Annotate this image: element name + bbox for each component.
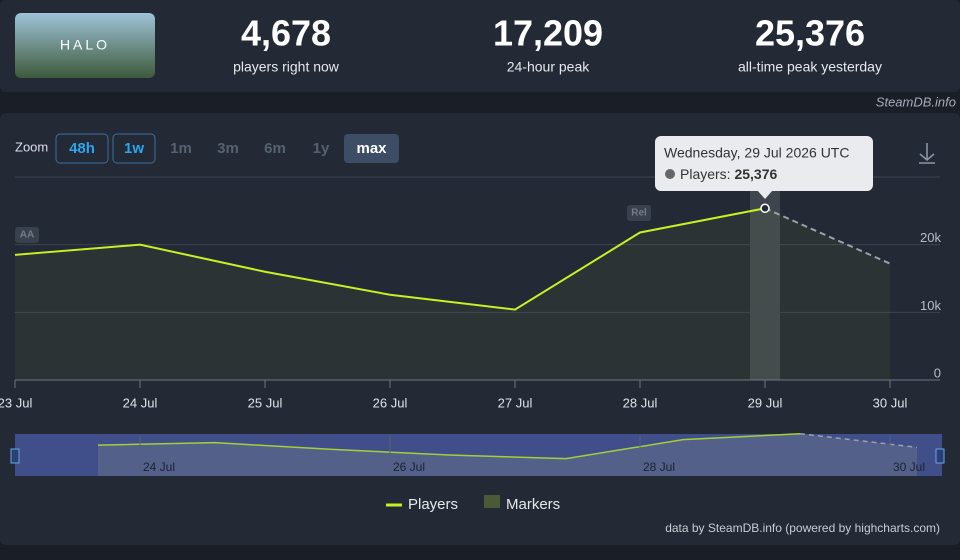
zoom-button-label[interactable]: max — [356, 140, 387, 157]
marker-flag — [15, 227, 39, 243]
tooltip-value: 25,376 — [734, 166, 777, 182]
y-tick-label: 20k — [920, 230, 941, 245]
zoom-button-label[interactable]: 48h — [69, 140, 95, 157]
series-line-partial — [764, 207, 891, 265]
nav-label: 26 Jul — [393, 460, 425, 474]
x-tick-label: 26 Jul — [373, 395, 408, 410]
marker-flag — [627, 205, 651, 221]
y-tick-label: 10k — [920, 298, 941, 313]
tooltip-dot — [665, 169, 675, 179]
legend-label[interactable]: Markers — [506, 496, 560, 513]
area — [15, 208, 890, 380]
nav-label: 30 Jul — [893, 460, 925, 474]
nav-line — [97, 432, 801, 460]
x-tick-label: 27 Jul — [498, 395, 533, 410]
x-tick-label: 29 Jul — [748, 395, 783, 410]
tooltip-title: Wednesday, 29 Jul 2026 UTC — [664, 145, 849, 161]
legend-flag — [484, 495, 500, 508]
y-tick-label: 0 — [934, 365, 941, 380]
zoom-button[interactable] — [166, 134, 196, 163]
x-tick-label: 28 Jul — [623, 395, 658, 410]
nav-area — [98, 433, 917, 476]
zoom-button-label[interactable]: 1m — [170, 140, 192, 157]
x-tick-label: 30 Jul — [873, 395, 908, 410]
credits: data by SteamDB.info (powered by highcha… — [665, 521, 940, 535]
tooltip-series: Players: — [680, 166, 731, 182]
stat-value: 25,376 — [755, 13, 865, 54]
header-panel — [0, 0, 960, 92]
nav-label: 24 Jul — [143, 460, 175, 474]
nav-line-partial — [799, 432, 918, 449]
zoom-button-label[interactable]: 1w — [124, 140, 144, 157]
marker-label: Rel — [631, 208, 647, 219]
watermark: SteamDB.info — [876, 94, 956, 109]
zoom-button[interactable] — [344, 134, 399, 163]
zoom-button-label[interactable]: 3m — [217, 140, 239, 157]
nav-handle-right[interactable] — [935, 448, 945, 464]
navigator[interactable] — [15, 434, 942, 476]
zoom-button[interactable] — [309, 134, 333, 163]
zoom-button[interactable] — [213, 134, 243, 163]
stat-label: all-time peak yesterday — [738, 59, 882, 75]
thumbnail — [15, 13, 155, 78]
stat-value: 4,678 — [241, 13, 331, 54]
zoom-button[interactable] — [112, 133, 156, 164]
x-tick-label: 25 Jul — [248, 395, 283, 410]
tooltip — [655, 136, 873, 191]
zoom-button[interactable] — [260, 134, 290, 163]
hover-point — [760, 203, 770, 214]
thumbnail-text: HALO — [60, 37, 110, 53]
tooltip-label: Players: 25,376 — [680, 166, 778, 182]
zoom-button-label[interactable]: 1y — [313, 140, 330, 157]
nav-handle-left[interactable] — [10, 448, 20, 464]
stat-label: players right now — [233, 59, 340, 75]
stat-value: 17,209 — [493, 13, 603, 54]
zoom-label: Zoom — [15, 139, 48, 154]
x-tick-label: 24 Jul — [123, 395, 158, 410]
tooltip-arrow — [757, 190, 773, 199]
nav-label: 28 Jul — [643, 460, 675, 474]
stat-label: 24-hour peak — [507, 59, 591, 75]
series-line — [14, 207, 766, 311]
legend-label[interactable]: Players — [408, 496, 458, 513]
marker-label: AA — [20, 230, 34, 241]
x-tick-label: 23 Jul — [0, 395, 32, 410]
zoom-button[interactable] — [55, 133, 109, 164]
zoom-button-label[interactable]: 6m — [264, 140, 286, 157]
download-icon[interactable] — [919, 143, 935, 164]
